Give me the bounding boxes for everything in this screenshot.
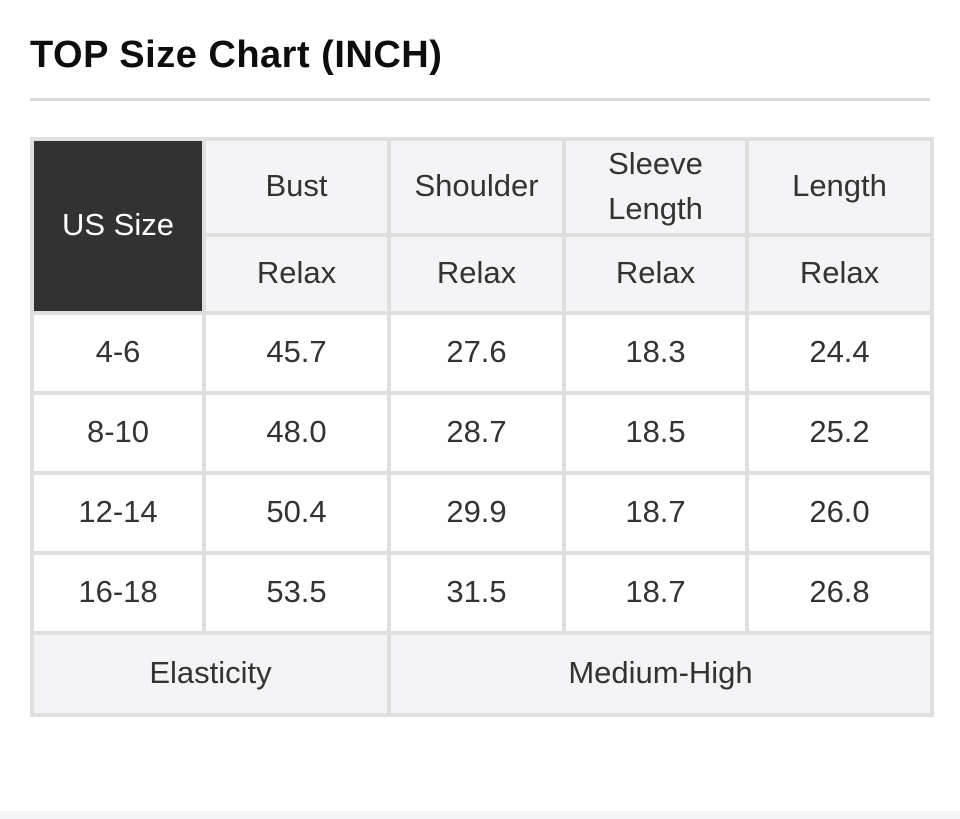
header-row-measurements: US Size Bust Shoulder Sleeve Length Leng…	[30, 136, 934, 315]
shoulder-value: 29.9	[387, 470, 566, 555]
table-row-size-12-14: 12-14 50.4 29.9 18.7 26.0	[30, 470, 934, 555]
fit-cell-length: Relax	[745, 232, 934, 315]
fit-cell-shoulder: Relax	[387, 232, 566, 315]
sleeve-length-value: 18.3	[562, 310, 749, 395]
sleeve-length-value: 18.7	[562, 470, 749, 555]
sleeve-length-value: 18.7	[562, 550, 749, 635]
header-row-fit: Relax Relax Relax Relax	[32, 232, 934, 315]
size-chart-section: TOP Size Chart (INCH) US Size Bust Shoul…	[0, 34, 960, 717]
column-header-shoulder: Shoulder	[387, 136, 566, 237]
shoulder-value: 31.5	[387, 550, 566, 635]
elasticity-value: Medium-High	[387, 630, 934, 717]
shoulder-value: 28.7	[387, 390, 566, 475]
length-value: 24.4	[745, 310, 934, 395]
column-header-bust: Bust	[202, 136, 391, 237]
table-row-size-4-6: 4-6 45.7 27.6 18.3 24.4	[30, 310, 934, 395]
size-label: 12-14	[30, 470, 206, 555]
corner-cell-us-size: US Size	[30, 136, 206, 315]
elasticity-label: Elasticity	[30, 630, 391, 717]
length-value: 26.8	[745, 550, 934, 635]
size-chart-table: US Size Bust Shoulder Sleeve Length Leng…	[30, 136, 934, 717]
table-row-size-8-10: 8-10 48.0 28.7 18.5 25.2	[30, 390, 934, 475]
bust-value: 48.0	[202, 390, 391, 475]
title-divider	[30, 97, 930, 101]
column-header-sleeve-length: Sleeve Length	[562, 136, 749, 237]
table-row-size-16-18: 16-18 53.5 31.5 18.7 26.8	[30, 550, 934, 635]
bust-value: 50.4	[202, 470, 391, 555]
column-header-length: Length	[745, 136, 934, 237]
length-value: 26.0	[745, 470, 934, 555]
page-title: TOP Size Chart (INCH)	[30, 34, 443, 76]
bust-value: 45.7	[202, 310, 391, 395]
sleeve-length-value: 18.5	[562, 390, 749, 475]
size-label: 16-18	[30, 550, 206, 635]
shoulder-value: 27.6	[387, 310, 566, 395]
next-section-edge	[0, 811, 960, 819]
length-value: 25.2	[745, 390, 934, 475]
size-label: 8-10	[30, 390, 206, 475]
fit-cell-sleeve-length: Relax	[562, 232, 749, 315]
fit-cell-bust: Relax	[202, 232, 391, 315]
bust-value: 53.5	[202, 550, 391, 635]
size-label: 4-6	[30, 310, 206, 395]
footer-row-elasticity: Elasticity Medium-High	[30, 630, 934, 717]
